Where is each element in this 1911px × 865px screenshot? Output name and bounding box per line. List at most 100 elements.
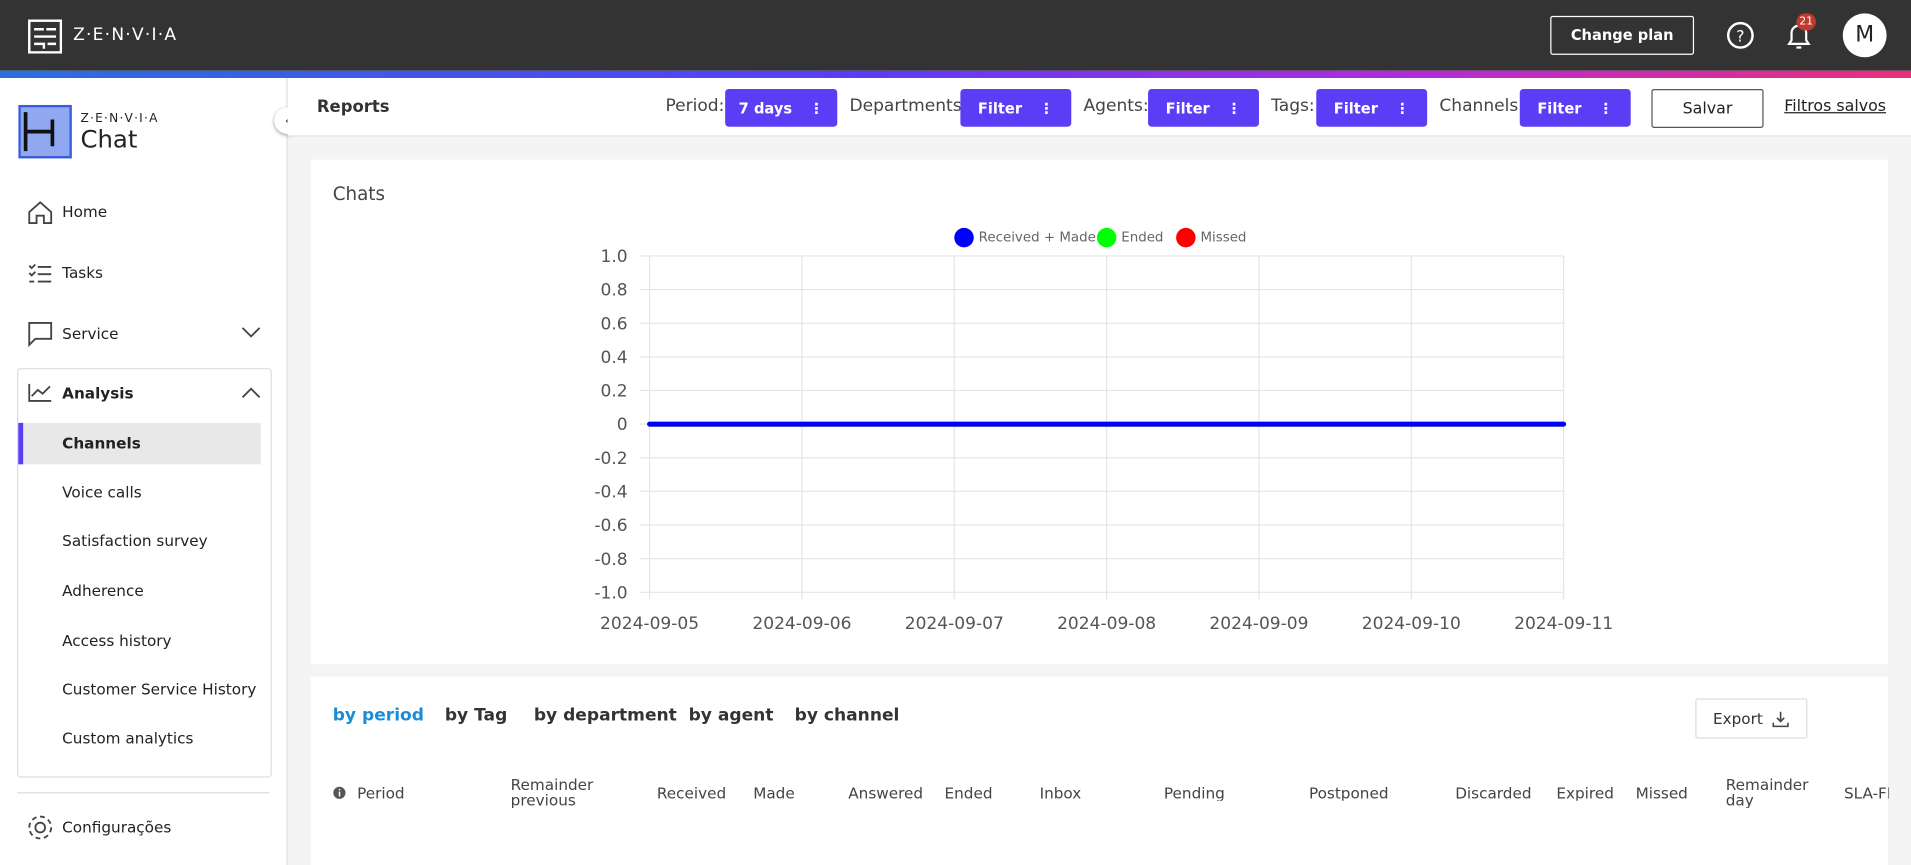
- tab[interactable]: by period: [332, 705, 424, 726]
- filter-label: Agents:: [1083, 96, 1149, 116]
- y-tick-label: 0.6: [601, 314, 628, 334]
- filter-label: Period:: [665, 96, 725, 116]
- menu-item[interactable]: Configurações: [62, 817, 172, 837]
- filter-label: Tags:: [1271, 96, 1315, 116]
- column-header: SLA-FR: [1843, 784, 1889, 801]
- tasks-icon: [28, 263, 52, 283]
- legend-marker: [954, 227, 974, 248]
- column-header: Ended: [944, 784, 993, 801]
- legend-marker: [1096, 227, 1117, 248]
- submenu-item[interactable]: Adherence: [62, 581, 144, 600]
- filter-button-label: Filter: [1537, 99, 1582, 117]
- y-tick-label: 0.4: [601, 348, 628, 368]
- filter-button[interactable]: Filter ⋮: [1519, 88, 1631, 127]
- filter-label: Departments:: [849, 96, 968, 116]
- tab[interactable]: by agent: [688, 705, 774, 726]
- submenu-item[interactable]: Channels: [62, 433, 141, 453]
- filter-button[interactable]: Filter ⋮: [1148, 88, 1259, 127]
- column-header: Period: [357, 784, 405, 801]
- chart: -1.0 -0.8 -0.6 -0.4 -0.2 0 0.2 0.4 0.6 0.8 1.0 2024…: [594, 227, 1613, 634]
- filter-button[interactable]: 7 days ⋮: [725, 88, 838, 127]
- y-tick-label: -0.8: [594, 550, 627, 570]
- avatar[interactable]: M: [1842, 13, 1887, 58]
- filter-button-label: Filter: [1333, 99, 1378, 117]
- kebab-icon: ⋮: [1598, 99, 1614, 117]
- column-header: Discarded: [1455, 784, 1532, 801]
- help-icon[interactable]: ?: [1726, 21, 1755, 50]
- filter-button[interactable]: Filter ⋮: [960, 88, 1072, 127]
- info-icon: [333, 786, 346, 799]
- notification-badge: 21: [1796, 13, 1816, 31]
- column-header: Pending: [1163, 784, 1225, 801]
- filter-button-label: Filter: [1165, 99, 1210, 117]
- menu-item[interactable]: Tasks: [62, 263, 103, 282]
- analysis-icon: [28, 383, 52, 402]
- submenu-item[interactable]: Satisfaction survey: [62, 531, 208, 550]
- y-tick-label: 0: [617, 415, 628, 435]
- column-header: Remainder previous: [510, 776, 594, 809]
- save-button[interactable]: Salvar: [1651, 88, 1764, 128]
- change-plan-button[interactable]: Change plan: [1550, 15, 1695, 55]
- x-tick-label: 2024-09-10: [1362, 614, 1461, 634]
- x-tick-label: 2024-09-09: [1209, 614, 1308, 634]
- service-icon: [28, 322, 53, 348]
- tab[interactable]: by channel: [794, 705, 900, 726]
- legend-marker: [1176, 227, 1196, 248]
- x-tick-label: 2024-09-06: [752, 614, 851, 634]
- chevron: [241, 327, 261, 338]
- submenu-item[interactable]: Access history: [62, 631, 172, 650]
- svg-text:?: ?: [1736, 26, 1744, 45]
- y-tick-label: 1.0: [601, 247, 628, 267]
- brand-small: Z·E·N·V·I·A: [80, 112, 159, 126]
- menu-item[interactable]: Analysis: [62, 383, 134, 403]
- analysis-group: [17, 368, 272, 778]
- kebab-icon: ⋮: [809, 99, 824, 117]
- kebab-icon: ⋮: [1039, 99, 1054, 117]
- selected-item-bg: [18, 422, 261, 465]
- column-header: Expired: [1556, 784, 1614, 801]
- menu-item[interactable]: Service: [62, 324, 119, 343]
- export-button[interactable]: Export: [1695, 698, 1808, 739]
- filter-button-label: Filter: [977, 99, 1023, 117]
- column-header: Inbox: [1039, 784, 1082, 801]
- filter-button[interactable]: Filter ⋮: [1316, 88, 1428, 127]
- menu-item[interactable]: Home: [62, 202, 108, 221]
- filter-button-label: 7 days: [738, 99, 793, 117]
- legend-label: Ended: [1121, 230, 1163, 245]
- y-tick-label: -0.4: [594, 482, 627, 502]
- filter-label: Channels:: [1439, 96, 1525, 116]
- saved-filters-link[interactable]: Filtros salvos: [1784, 97, 1887, 116]
- brand: Z·E·N·V·I·A: [73, 25, 178, 46]
- separator: [17, 792, 270, 794]
- column-header: Postponed: [1308, 784, 1389, 801]
- column-header: Answered: [848, 784, 924, 801]
- chat-logo: [18, 104, 72, 159]
- table-card: [310, 676, 1888, 865]
- x-tick-label: 2024-09-07: [905, 614, 1004, 634]
- y-tick-label: -1.0: [594, 583, 627, 603]
- export-icon: [1773, 711, 1790, 727]
- tab[interactable]: by department: [533, 705, 677, 726]
- tab[interactable]: by Tag: [444, 705, 508, 726]
- legend-label: Missed: [1200, 230, 1246, 245]
- x-tick-label: 2024-09-08: [1057, 614, 1156, 634]
- column-header: Missed: [1635, 784, 1688, 801]
- y-tick-label: -0.2: [594, 449, 627, 469]
- chart-title: Chats: [332, 182, 385, 205]
- y-tick-label: 0.2: [601, 382, 628, 402]
- x-tick-label: 2024-09-05: [600, 614, 699, 634]
- submenu-item[interactable]: Voice calls: [62, 482, 142, 501]
- export-label: Export: [1712, 709, 1763, 728]
- y-tick-label: -0.6: [594, 516, 627, 536]
- submenu-item[interactable]: Custom analytics: [62, 728, 194, 748]
- kebab-icon: ⋮: [1226, 99, 1242, 117]
- kebab-icon: ⋮: [1394, 99, 1410, 117]
- submenu-item[interactable]: Customer Service History: [62, 680, 257, 699]
- top-bar: [0, 0, 1911, 71]
- home-icon: [28, 201, 53, 224]
- column-header: Made: [753, 784, 795, 801]
- chevron: [241, 387, 261, 398]
- y-tick-label: 0.8: [601, 281, 628, 301]
- page-title: Reports: [316, 97, 390, 118]
- toolbar: [287, 78, 1911, 137]
